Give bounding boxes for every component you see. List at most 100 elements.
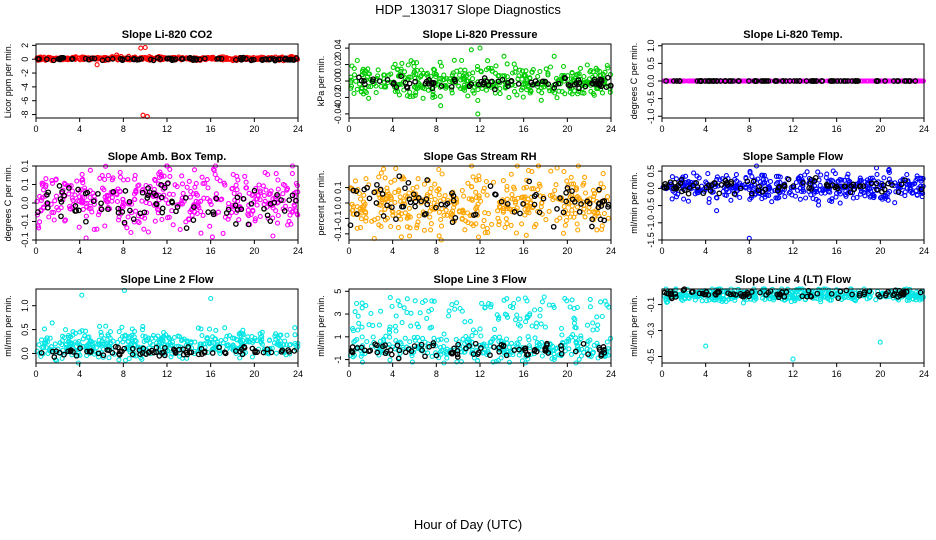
data-point bbox=[204, 177, 210, 183]
data-point bbox=[408, 310, 414, 316]
data-point bbox=[58, 199, 65, 205]
data-point bbox=[688, 289, 695, 295]
data-point bbox=[595, 201, 602, 207]
data-point bbox=[392, 323, 398, 329]
data-point bbox=[598, 353, 605, 359]
data-point bbox=[207, 223, 213, 229]
data-point bbox=[198, 198, 204, 204]
data-point bbox=[37, 219, 43, 225]
data-point bbox=[527, 75, 533, 81]
data-point bbox=[898, 290, 905, 296]
data-point bbox=[551, 53, 557, 59]
data-point bbox=[541, 294, 547, 300]
data-point bbox=[72, 192, 78, 198]
data-point bbox=[468, 81, 475, 87]
data-point bbox=[136, 56, 143, 63]
data-point bbox=[490, 359, 496, 365]
data-point bbox=[252, 218, 258, 224]
data-point bbox=[49, 209, 55, 215]
data-point bbox=[267, 218, 274, 224]
data-point bbox=[663, 290, 670, 297]
data-point bbox=[700, 190, 707, 197]
data-point bbox=[359, 359, 366, 365]
data-point bbox=[110, 189, 117, 195]
data-point bbox=[533, 221, 539, 227]
data-point bbox=[787, 78, 793, 84]
data-point bbox=[831, 78, 837, 84]
data-point bbox=[503, 336, 510, 342]
data-point bbox=[140, 112, 146, 118]
data-point bbox=[86, 334, 92, 340]
data-point bbox=[732, 297, 738, 303]
data-point bbox=[76, 198, 83, 204]
data-point bbox=[274, 192, 280, 198]
x-tick-label: 4 bbox=[703, 246, 708, 256]
y-axis-label: percent per min. bbox=[316, 170, 326, 235]
data-point bbox=[920, 294, 926, 300]
data-point bbox=[370, 334, 376, 340]
data-point bbox=[793, 179, 799, 186]
data-point bbox=[193, 198, 199, 204]
data-point bbox=[97, 342, 103, 348]
data-point bbox=[278, 332, 284, 338]
data-point bbox=[172, 349, 179, 355]
data-point bbox=[248, 200, 255, 207]
data-point bbox=[560, 209, 567, 216]
data-point bbox=[780, 78, 786, 84]
data-point bbox=[61, 180, 68, 186]
data-point bbox=[563, 198, 570, 205]
data-point bbox=[382, 206, 388, 212]
data-point bbox=[437, 59, 443, 65]
x-tick-label: 20 bbox=[875, 124, 885, 134]
data-point bbox=[576, 195, 582, 201]
data-point bbox=[388, 223, 394, 230]
data-point bbox=[451, 76, 458, 83]
data-point bbox=[362, 81, 368, 88]
data-point bbox=[517, 336, 523, 342]
data-point bbox=[866, 180, 872, 186]
data-point bbox=[438, 223, 445, 229]
data-point bbox=[760, 295, 766, 301]
data-point bbox=[502, 311, 508, 317]
data-point bbox=[663, 184, 670, 191]
data-point bbox=[281, 208, 288, 214]
data-point bbox=[408, 74, 414, 80]
data-point bbox=[848, 183, 855, 189]
data-point bbox=[34, 212, 40, 218]
data-point bbox=[489, 221, 495, 227]
data-point bbox=[497, 204, 503, 211]
data-point bbox=[496, 204, 503, 210]
x-tick-label: 8 bbox=[121, 246, 126, 256]
data-point bbox=[569, 188, 575, 194]
data-point bbox=[401, 305, 407, 311]
data-point bbox=[260, 183, 266, 189]
data-point bbox=[70, 329, 76, 335]
data-point bbox=[200, 55, 206, 62]
data-point bbox=[109, 349, 116, 356]
data-point bbox=[414, 321, 420, 327]
data-point bbox=[497, 91, 503, 97]
data-point bbox=[385, 80, 391, 86]
data-point bbox=[460, 86, 466, 92]
data-point bbox=[407, 225, 413, 231]
data-point bbox=[119, 209, 126, 215]
data-point bbox=[405, 213, 411, 219]
data-point bbox=[424, 201, 431, 208]
data-point bbox=[498, 198, 505, 205]
data-point bbox=[183, 349, 190, 356]
data-point bbox=[84, 204, 90, 210]
data-point bbox=[746, 78, 752, 84]
data-point bbox=[84, 343, 90, 349]
data-point bbox=[708, 182, 715, 189]
data-point bbox=[559, 89, 565, 95]
data-point bbox=[382, 175, 388, 181]
data-point bbox=[599, 313, 605, 320]
data-point bbox=[110, 338, 116, 344]
data-point bbox=[470, 351, 477, 357]
data-point bbox=[390, 81, 397, 87]
data-point bbox=[132, 176, 138, 182]
data-point bbox=[886, 169, 892, 175]
y-tick-label: 0.5 bbox=[20, 323, 30, 336]
x-tick-label: 12 bbox=[162, 369, 172, 379]
